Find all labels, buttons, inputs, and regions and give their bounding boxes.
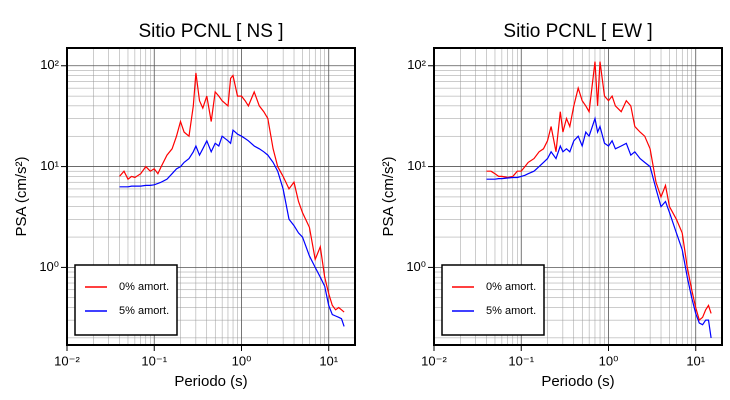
y-axis-label: PSA (cm/s²) — [13, 156, 30, 236]
plot-frame — [433, 47, 723, 346]
y-tick-label: 10¹ — [40, 158, 59, 173]
legend-label: 5% amort. — [119, 305, 169, 317]
data-line — [119, 128, 345, 327]
y-axis-label: PSA (cm/s²) — [380, 156, 397, 236]
x-axis-label: Periodo (s) — [541, 373, 614, 390]
x-tick-label: 10¹ — [319, 353, 338, 368]
x-tick-label: 10⁰ — [599, 353, 619, 368]
legend-box — [74, 264, 178, 336]
legend-label: 0% amort. — [119, 281, 169, 293]
y-tick-label: 10⁰ — [406, 259, 426, 274]
y-tick-label: 10⁰ — [39, 259, 59, 274]
x-tick-label: 10⁻¹ — [141, 353, 167, 368]
y-tick-label: 10¹ — [407, 158, 426, 173]
chart-title: Sitio PCNL [ NS ] — [138, 21, 283, 42]
y-tick-label: 10² — [40, 57, 59, 72]
x-tick-label: 10⁻² — [421, 353, 447, 368]
legend-label: 0% amort. — [486, 281, 536, 293]
data-line — [486, 61, 712, 322]
y-tick-label: 10² — [407, 57, 426, 72]
x-tick-label: 10⁻¹ — [508, 353, 534, 368]
legend-label: 5% amort. — [486, 305, 536, 317]
x-tick-label: 10⁰ — [232, 353, 252, 368]
x-axis-label: Periodo (s) — [174, 373, 247, 390]
legend-box — [441, 264, 545, 336]
data-line — [486, 116, 712, 338]
x-tick-label: 10¹ — [686, 353, 705, 368]
plot-frame — [66, 47, 356, 346]
chart-title: Sitio PCNL [ EW ] — [503, 21, 652, 42]
x-tick-label: 10⁻² — [54, 353, 80, 368]
data-line — [119, 72, 345, 313]
